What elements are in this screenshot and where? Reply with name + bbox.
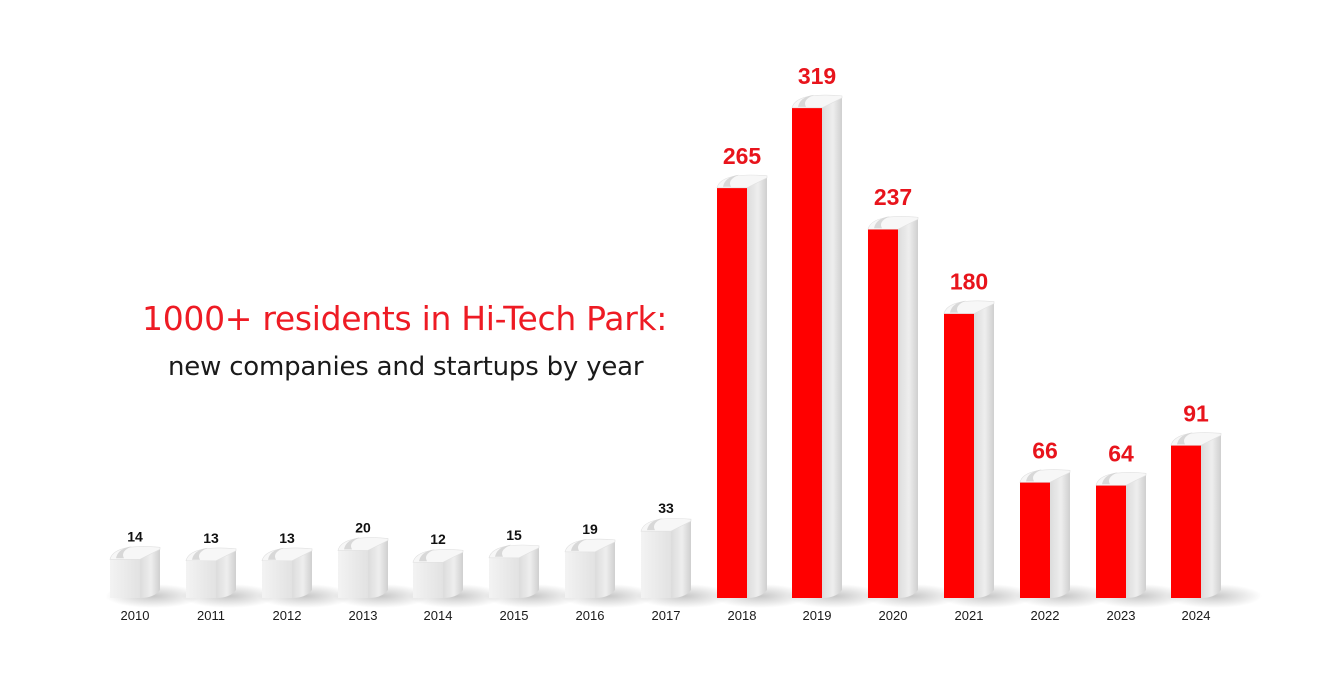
bar-front: [641, 531, 671, 598]
bar: [943, 300, 995, 598]
value-label: 12: [430, 531, 446, 547]
value-labels-group: 14 13 13 20 12 15 19 33 265 319 237 180 66 64 91: [127, 63, 1209, 547]
x-tick-label: 2011: [197, 608, 225, 623]
bar-side: [822, 97, 842, 598]
bar-shadows: [105, 584, 1262, 608]
bars-group: [109, 94, 1222, 599]
bar-front: [1020, 482, 1050, 598]
chart-title: 1000+ residents in Hi-Tech Park:: [142, 299, 668, 338]
bar-side: [443, 552, 463, 598]
x-tick-label: 2018: [728, 608, 757, 623]
bar: [185, 547, 237, 598]
bar-top-notch: [647, 518, 663, 531]
x-tick-label: 2020: [879, 608, 908, 623]
bar-front: [338, 550, 368, 598]
x-tick-label: 2015: [500, 608, 529, 623]
bar-side: [1126, 475, 1146, 598]
bar-front: [489, 557, 519, 598]
bar: [488, 544, 540, 598]
x-tick-label: 2017: [652, 608, 681, 623]
bar-top-notch: [798, 94, 814, 107]
value-label: 20: [355, 519, 371, 535]
x-tick-label: 2021: [955, 608, 984, 623]
bar: [716, 174, 768, 599]
bar-top-notch: [344, 537, 360, 550]
bar-top-notch: [874, 216, 890, 229]
bar-front: [868, 229, 898, 599]
x-tick-label: 2022: [1031, 608, 1060, 623]
bar: [337, 537, 389, 598]
value-label: 265: [723, 143, 762, 169]
bar: [640, 518, 692, 598]
bar: [1019, 469, 1071, 598]
bar-top-notch: [419, 549, 435, 562]
bar-side: [216, 550, 236, 598]
value-label: 33: [658, 500, 674, 516]
bar: [261, 547, 313, 598]
bar-side: [368, 540, 388, 598]
bar-side: [898, 219, 918, 599]
bar-top-notch: [723, 174, 739, 187]
bar-top-notch: [192, 547, 208, 560]
x-tick-label: 2013: [349, 608, 378, 623]
value-label: 14: [127, 528, 143, 544]
bar-top-notch: [950, 300, 966, 313]
value-label: 13: [279, 530, 295, 546]
bar-side: [595, 541, 615, 598]
bar-top-notch: [495, 544, 511, 557]
bar-side: [292, 550, 312, 598]
x-tick-label: 2016: [576, 608, 605, 623]
bar: [412, 549, 464, 598]
x-tick-label: 2010: [121, 608, 150, 623]
bar-top-notch: [1026, 469, 1042, 482]
bar-front: [792, 107, 822, 598]
bar-side: [140, 549, 160, 598]
value-label: 319: [798, 63, 836, 89]
value-label: 66: [1032, 437, 1058, 463]
bar: [1095, 472, 1147, 598]
bar: [564, 538, 616, 598]
bar-front: [262, 560, 292, 598]
bar-top-notch: [1102, 472, 1118, 485]
value-label: 13: [203, 530, 219, 546]
bar-side: [974, 303, 994, 598]
bar-front: [1096, 485, 1126, 598]
x-tick-label: 2014: [424, 608, 453, 623]
x-tick-label: 2023: [1107, 608, 1136, 623]
bar-front: [110, 559, 140, 598]
bar-front: [717, 187, 747, 599]
bar: [1170, 432, 1222, 598]
bar-side: [1050, 472, 1070, 598]
bar-front: [565, 551, 595, 598]
value-label: 64: [1108, 440, 1134, 466]
bar: [867, 216, 919, 599]
bar-top-notch: [116, 546, 132, 559]
value-label: 237: [874, 184, 912, 210]
bar-top-notch: [268, 547, 284, 560]
bar: [791, 94, 843, 598]
value-label: 180: [950, 269, 988, 295]
x-tick-label: 2024: [1182, 608, 1211, 623]
value-label: 15: [506, 527, 522, 543]
bar-front: [413, 562, 443, 598]
chart-subtitle: new companies and startups by year: [168, 352, 644, 382]
value-label: 19: [582, 521, 598, 537]
x-tick-label: 2019: [803, 608, 832, 623]
value-label: 91: [1183, 400, 1209, 426]
bar-side: [1201, 435, 1221, 598]
bar-front: [186, 560, 216, 598]
bar-side: [671, 521, 691, 598]
bar-front: [1171, 445, 1201, 598]
bar: [109, 546, 161, 598]
x-tick-label: 2012: [273, 608, 302, 623]
bar-top-notch: [1177, 432, 1193, 445]
bar-side: [747, 177, 767, 599]
bar-front: [944, 313, 974, 598]
x-tick-labels-group: 2010 2011 2012 2013 2014 2015 2016 2017 2018 2019…: [121, 608, 1211, 623]
bar-top-notch: [571, 538, 587, 551]
bar-side: [519, 547, 539, 598]
